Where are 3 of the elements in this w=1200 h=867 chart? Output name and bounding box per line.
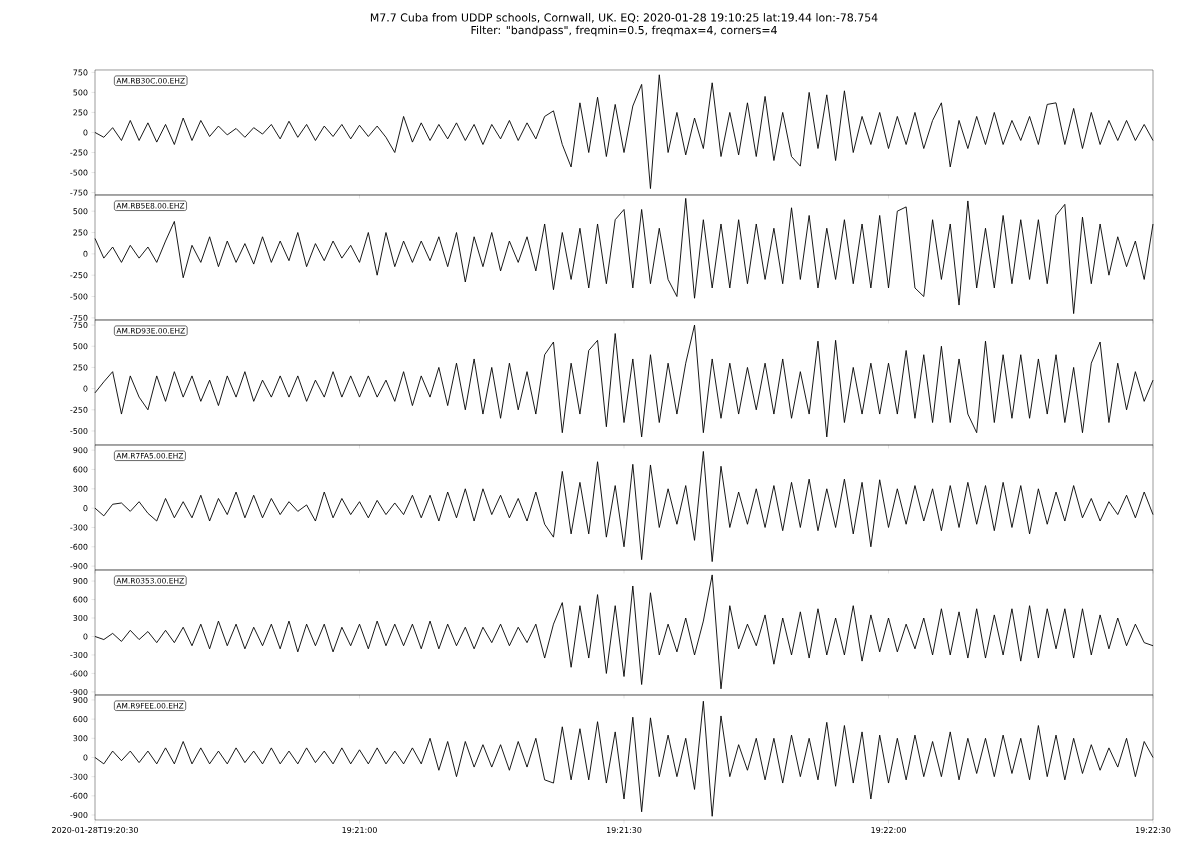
- chart-title: M7.7 Cuba from UDDP schools, Cornwall, UK. EQ: 2020-01-28 19:10:25 lat:19.44 lon:-78.754: [370, 13, 878, 23]
- line-series: [94, 197, 1154, 315]
- chart-subtitle: Filter: "bandpass", freqmin=0.5, freqmax=4, corners=4: [471, 25, 777, 37]
